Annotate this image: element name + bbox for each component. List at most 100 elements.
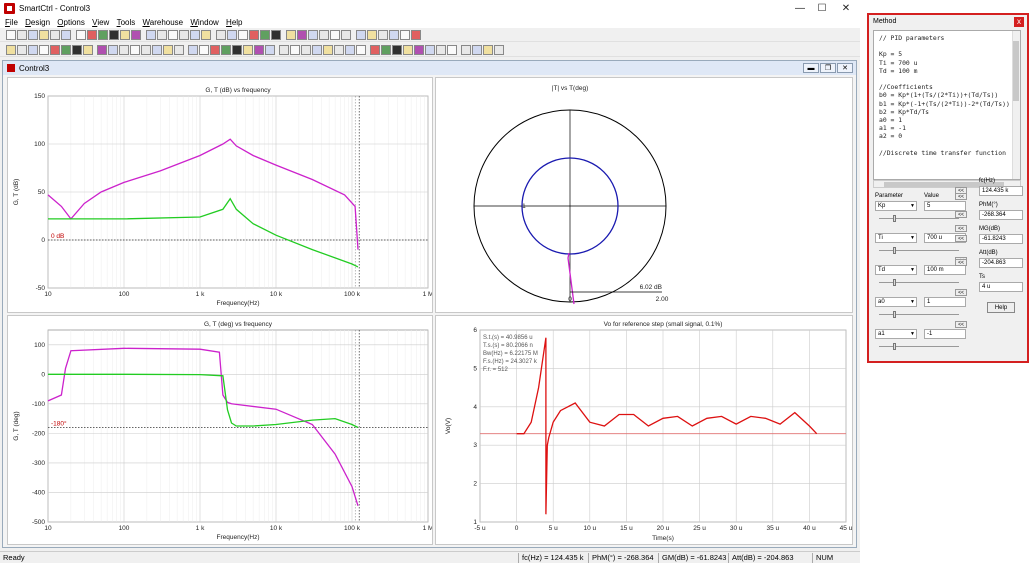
toolbar-button-20[interactable] bbox=[227, 30, 237, 40]
toolbar-button-34[interactable] bbox=[389, 30, 399, 40]
toolbar-button-9[interactable] bbox=[98, 30, 108, 40]
param-slider[interactable] bbox=[879, 311, 959, 318]
toolbar-button-35[interactable] bbox=[400, 30, 410, 40]
toolbar2-button-8[interactable] bbox=[83, 45, 93, 55]
param-slider[interactable] bbox=[879, 279, 959, 286]
toolbar2-button-5[interactable] bbox=[50, 45, 60, 55]
toolbar2-button-39[interactable] bbox=[436, 45, 446, 55]
param-step-button[interactable]: << bbox=[955, 289, 967, 296]
toolbar-button-27[interactable] bbox=[308, 30, 318, 40]
param-slider[interactable] bbox=[879, 247, 959, 254]
param-slider[interactable] bbox=[879, 343, 959, 350]
param-slider-knob[interactable] bbox=[893, 279, 896, 286]
toolbar2-button-28[interactable] bbox=[312, 45, 322, 55]
menu-warehouse[interactable]: Warehouse bbox=[142, 18, 184, 27]
toolbar-button-21[interactable] bbox=[238, 30, 248, 40]
toolbar2-button-32[interactable] bbox=[356, 45, 366, 55]
toolbar-button-22[interactable] bbox=[249, 30, 259, 40]
toolbar-button-14[interactable] bbox=[157, 30, 167, 40]
param-select-kp[interactable]: Kp bbox=[875, 201, 917, 211]
param-select-a1[interactable]: a1 bbox=[875, 329, 917, 339]
param-select-ti[interactable]: Ti bbox=[875, 233, 917, 243]
menu-file[interactable]: File bbox=[5, 18, 18, 27]
toolbar2-button-27[interactable] bbox=[301, 45, 311, 55]
toolbar2-button-33[interactable] bbox=[370, 45, 380, 55]
toolbar-button-2[interactable] bbox=[17, 30, 27, 40]
toolbar2-button-23[interactable] bbox=[254, 45, 264, 55]
toolbar-button-31[interactable] bbox=[356, 30, 366, 40]
toolbar-button-10[interactable] bbox=[109, 30, 119, 40]
toolbar-button-29[interactable] bbox=[330, 30, 340, 40]
toolbar-button-36[interactable] bbox=[411, 30, 421, 40]
param-select-a0[interactable]: a0 bbox=[875, 297, 917, 307]
toolbar2-button-7[interactable] bbox=[72, 45, 82, 55]
toolbar-button-28[interactable] bbox=[319, 30, 329, 40]
toolbar2-button-15[interactable] bbox=[163, 45, 173, 55]
child-restore-button[interactable]: ❐ bbox=[820, 63, 836, 73]
toolbar2-button-12[interactable] bbox=[130, 45, 140, 55]
toolbar2-button-16[interactable] bbox=[174, 45, 184, 55]
toolbar-button-1[interactable] bbox=[6, 30, 16, 40]
toolbar2-button-21[interactable] bbox=[232, 45, 242, 55]
param-value-kp[interactable]: 5 bbox=[924, 201, 966, 211]
result-step-button[interactable]: << bbox=[955, 187, 967, 194]
toolbar-button-13[interactable] bbox=[146, 30, 156, 40]
toolbar-button-12[interactable] bbox=[131, 30, 141, 40]
menu-view[interactable]: View bbox=[92, 18, 110, 27]
toolbar2-button-1[interactable] bbox=[6, 45, 16, 55]
toolbar-button-23[interactable] bbox=[260, 30, 270, 40]
method-code-editor[interactable]: // PID parameters Kp = 5 Ti = 700 u Td = 1… bbox=[873, 30, 1021, 180]
toolbar2-button-43[interactable] bbox=[483, 45, 493, 55]
toolbar2-button-17[interactable] bbox=[188, 45, 198, 55]
param-value-td[interactable]: 100 m bbox=[924, 265, 966, 275]
toolbar2-button-25[interactable] bbox=[279, 45, 289, 55]
toolbar-button-11[interactable] bbox=[120, 30, 130, 40]
toolbar2-button-35[interactable] bbox=[392, 45, 402, 55]
toolbar-button-18[interactable] bbox=[201, 30, 211, 40]
code-vertical-thumb[interactable] bbox=[1013, 41, 1019, 101]
minimize-button[interactable]: — bbox=[795, 3, 805, 14]
toolbar2-button-2[interactable] bbox=[17, 45, 27, 55]
param-step-button[interactable]: << bbox=[955, 193, 967, 200]
toolbar2-button-4[interactable] bbox=[39, 45, 49, 55]
param-value-a1[interactable]: -1 bbox=[924, 329, 966, 339]
param-slider-knob[interactable] bbox=[893, 311, 896, 318]
close-button[interactable]: ✕ bbox=[841, 3, 851, 14]
menu-tools[interactable]: Tools bbox=[116, 18, 136, 27]
toolbar2-button-40[interactable] bbox=[447, 45, 457, 55]
toolbar2-button-10[interactable] bbox=[108, 45, 118, 55]
toolbar2-button-36[interactable] bbox=[403, 45, 413, 55]
param-slider-knob[interactable] bbox=[893, 343, 896, 350]
toolbar2-button-22[interactable] bbox=[243, 45, 253, 55]
toolbar2-button-30[interactable] bbox=[334, 45, 344, 55]
toolbar2-button-13[interactable] bbox=[141, 45, 151, 55]
toolbar-button-6[interactable] bbox=[61, 30, 71, 40]
toolbar2-button-34[interactable] bbox=[381, 45, 391, 55]
toolbar-button-30[interactable] bbox=[341, 30, 351, 40]
toolbar-button-26[interactable] bbox=[297, 30, 307, 40]
toolbar2-button-6[interactable] bbox=[61, 45, 71, 55]
param-slider-knob[interactable] bbox=[893, 247, 896, 254]
menu-help[interactable]: Help bbox=[226, 18, 243, 27]
toolbar-button-16[interactable] bbox=[179, 30, 189, 40]
toolbar-button-15[interactable] bbox=[168, 30, 178, 40]
menu-design[interactable]: Design bbox=[25, 18, 51, 27]
param-step-button[interactable]: << bbox=[955, 225, 967, 232]
param-slider[interactable] bbox=[879, 215, 959, 222]
code-vertical-scrollbar[interactable] bbox=[1012, 31, 1020, 179]
menu-window[interactable]: Window bbox=[190, 18, 219, 27]
toolbar2-button-44[interactable] bbox=[494, 45, 504, 55]
toolbar2-button-11[interactable] bbox=[119, 45, 129, 55]
toolbar-button-5[interactable] bbox=[50, 30, 60, 40]
menu-options[interactable]: Options bbox=[57, 18, 85, 27]
result-step-button[interactable]: << bbox=[955, 211, 967, 218]
toolbar-button-7[interactable] bbox=[76, 30, 86, 40]
toolbar-button-24[interactable] bbox=[271, 30, 281, 40]
toolbar2-button-9[interactable] bbox=[97, 45, 107, 55]
result-step-button[interactable]: << bbox=[955, 259, 967, 266]
toolbar2-button-41[interactable] bbox=[461, 45, 471, 55]
toolbar2-button-38[interactable] bbox=[425, 45, 435, 55]
result-step-button[interactable]: << bbox=[955, 235, 967, 242]
child-close-button[interactable]: ✕ bbox=[837, 63, 853, 73]
toolbar-button-3[interactable] bbox=[28, 30, 38, 40]
